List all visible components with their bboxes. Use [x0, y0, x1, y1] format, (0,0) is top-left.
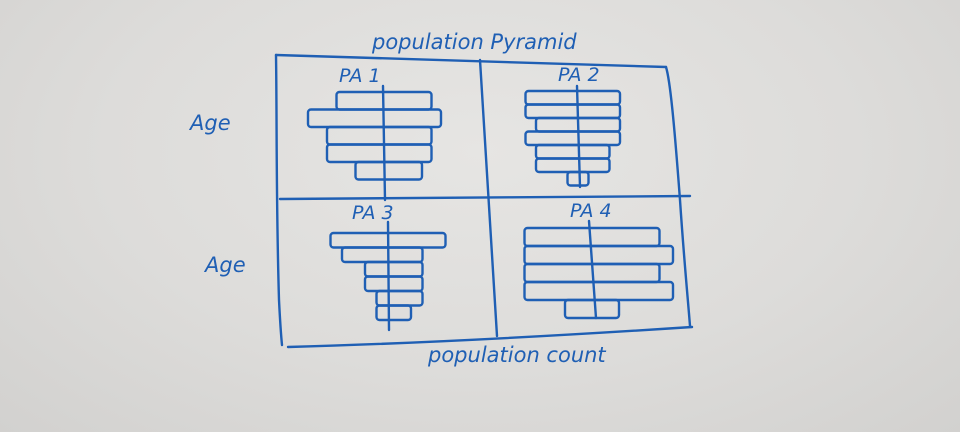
y-axis-label-top: Age: [188, 111, 231, 135]
panel-pa4: PA 4: [523, 200, 675, 320]
pa1-bar: [325, 143, 433, 164]
pa2-center-axis: [575, 84, 582, 189]
horizontal-divider: [278, 194, 692, 201]
panel-label-pa1: PA 1: [339, 65, 381, 87]
pa2-bar: [534, 157, 611, 174]
sketch-title: population Pyramid: [371, 30, 577, 54]
pa3-center-axis: [386, 220, 391, 332]
pa1-bar: [325, 125, 433, 146]
x-axis-label: population count: [427, 343, 606, 367]
panel-pa2: PA 2: [524, 64, 622, 189]
pa1-bar: [354, 160, 424, 181]
pa2-bars: [524, 89, 622, 187]
pa4-bar: [523, 280, 675, 302]
pa2-bar: [524, 89, 622, 106]
y-axis-label-bottom: Age: [203, 253, 246, 277]
pa1-bars: [306, 90, 443, 181]
pa4-center-axis: [587, 219, 598, 320]
frame-bottom-line: [286, 325, 694, 349]
pa2-bar: [534, 143, 611, 160]
frame-left-line: [274, 53, 284, 347]
pa2-bar: [566, 170, 590, 187]
panel-label-pa4: PA 4: [570, 200, 612, 222]
frame-top-line: [274, 53, 668, 69]
pa1-bar: [306, 108, 443, 129]
pa2-bar: [524, 103, 622, 120]
pa3-bar: [363, 260, 424, 278]
pa2-bar: [524, 130, 622, 147]
panel-pa1: PA 1: [306, 65, 443, 202]
pa4-bar: [563, 298, 621, 320]
pa4-bars: [523, 226, 675, 320]
pa3-bar: [375, 289, 424, 307]
panel-label-pa3: PA 3: [352, 202, 394, 224]
pa3-bar: [363, 275, 424, 293]
frame-right-line: [664, 65, 692, 328]
vertical-divider: [478, 58, 499, 338]
pa1-center-axis: [381, 84, 387, 202]
panel-pa3: PA 3: [329, 202, 447, 332]
pa3-bar: [375, 304, 413, 322]
pa3-bar: [340, 246, 424, 264]
panel-label-pa2: PA 2: [558, 64, 600, 86]
pa4-bar: [523, 244, 675, 266]
pa4-bar: [523, 226, 661, 248]
